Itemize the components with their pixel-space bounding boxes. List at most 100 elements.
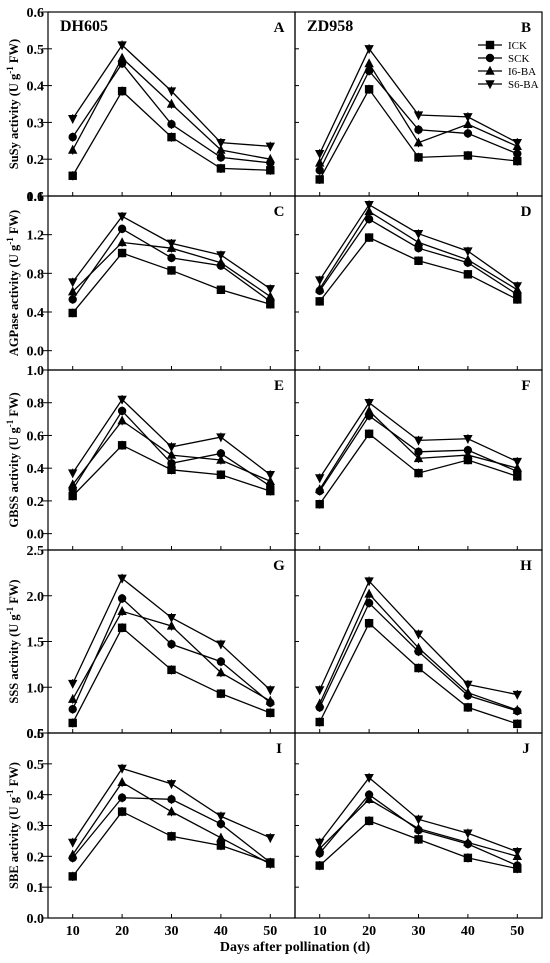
data-point (117, 395, 127, 405)
legend-label: SCK (508, 53, 529, 65)
data-point (166, 87, 177, 97)
data-point (512, 690, 522, 700)
data-point (117, 248, 127, 258)
data-point (68, 308, 77, 318)
y-axis-label-main: SBE activity (U g (7, 796, 21, 889)
data-point (413, 237, 424, 247)
series-s6-ba (315, 44, 522, 159)
series-i6-ba (68, 606, 275, 706)
data-point (166, 620, 177, 630)
data-point (166, 780, 177, 790)
series-ick (315, 618, 522, 729)
y-axis-label-tail: FW) (7, 392, 21, 419)
data-point (414, 153, 423, 162)
data-point (463, 119, 473, 128)
data-point (68, 718, 77, 728)
x-tick-label: 20 (115, 924, 129, 939)
data-point (166, 98, 177, 108)
series-s6-ba (68, 573, 275, 696)
data-point (68, 132, 77, 142)
y-axis-label-sup: -1 (5, 66, 15, 74)
panel-G: G (47, 549, 296, 734)
x-axis-label: Days after pollination (d) (220, 940, 371, 955)
panel-C: C (47, 195, 296, 371)
panel-frame (294, 11, 543, 197)
x-tick-label: 10 (313, 924, 327, 939)
y-tick-label: 0.6 (27, 6, 45, 21)
data-point (166, 614, 177, 623)
panel-letter: E (274, 378, 284, 394)
data-point (265, 285, 275, 294)
data-point (463, 151, 473, 160)
y-axis-label: SBE activity (U g-1 FW) (5, 762, 21, 889)
y-tick-label: 0.6 (27, 727, 45, 742)
data-point (364, 619, 374, 628)
data-point (216, 153, 226, 162)
data-point (364, 588, 374, 598)
panel-B: B (294, 11, 543, 197)
series-sck (68, 58, 275, 168)
data-point (117, 777, 127, 787)
y-tick-label: 0.5 (27, 727, 45, 742)
series-i6-ba (315, 206, 522, 295)
data-point (117, 41, 127, 51)
data-point (266, 708, 275, 718)
y-tick-label: 0.3 (27, 116, 45, 131)
data-point (216, 144, 226, 154)
y-axis-label: AGPase activity (U g-1 FW) (5, 210, 21, 356)
data-point (265, 834, 275, 844)
data-point (216, 251, 226, 261)
y-axis-label-sup: -1 (5, 789, 15, 797)
data-point (463, 247, 473, 257)
data-point (315, 276, 325, 286)
panel-letter: C (274, 204, 285, 220)
series-i6-ba (68, 415, 275, 490)
y-axis-label: SuSy activity (U g-1 FW) (5, 39, 21, 169)
data-point (216, 138, 226, 148)
data-point (68, 872, 77, 881)
data-point (117, 441, 127, 450)
panel-A: A (47, 11, 296, 197)
data-point (463, 129, 473, 138)
data-point (68, 838, 78, 848)
data-point (167, 120, 176, 129)
panel-H: H (294, 549, 543, 734)
data-point (512, 704, 522, 714)
panel-letter: G (273, 558, 285, 574)
panel-letter: D (521, 204, 532, 220)
data-point (364, 429, 374, 439)
data-point (413, 453, 424, 463)
panel-D: D (294, 195, 543, 371)
data-point (414, 256, 423, 265)
data-point (413, 436, 424, 446)
data-point (117, 594, 127, 603)
data-point (167, 132, 176, 142)
legend-label: I6-BA (508, 66, 536, 78)
data-point (216, 285, 226, 294)
legend-label: ICK (508, 40, 527, 52)
data-point (117, 793, 127, 802)
data-point (216, 257, 226, 267)
data-point (117, 86, 127, 96)
series-sck (68, 593, 275, 714)
data-point (513, 719, 522, 729)
data-point (364, 794, 374, 803)
y-axis-label-main: GBSS activity (U g (7, 427, 21, 528)
x-tick-label: 30 (412, 924, 426, 939)
data-point (315, 843, 325, 853)
data-point (265, 471, 275, 480)
legend-label: S6-BA (508, 79, 539, 91)
data-point (463, 853, 473, 863)
data-point (167, 832, 176, 841)
y-tick-label: 1.2 (27, 229, 45, 244)
data-point (364, 45, 374, 54)
data-point (463, 449, 473, 459)
y-tick-label: 0.5 (27, 43, 45, 58)
y-tick-label: 0.0 (27, 528, 45, 543)
data-point (364, 215, 374, 224)
x-tick-label: 50 (263, 924, 277, 939)
panel-letter: F (521, 378, 530, 394)
series-ick (68, 440, 275, 501)
data-point (68, 491, 77, 501)
data-point (68, 171, 77, 180)
